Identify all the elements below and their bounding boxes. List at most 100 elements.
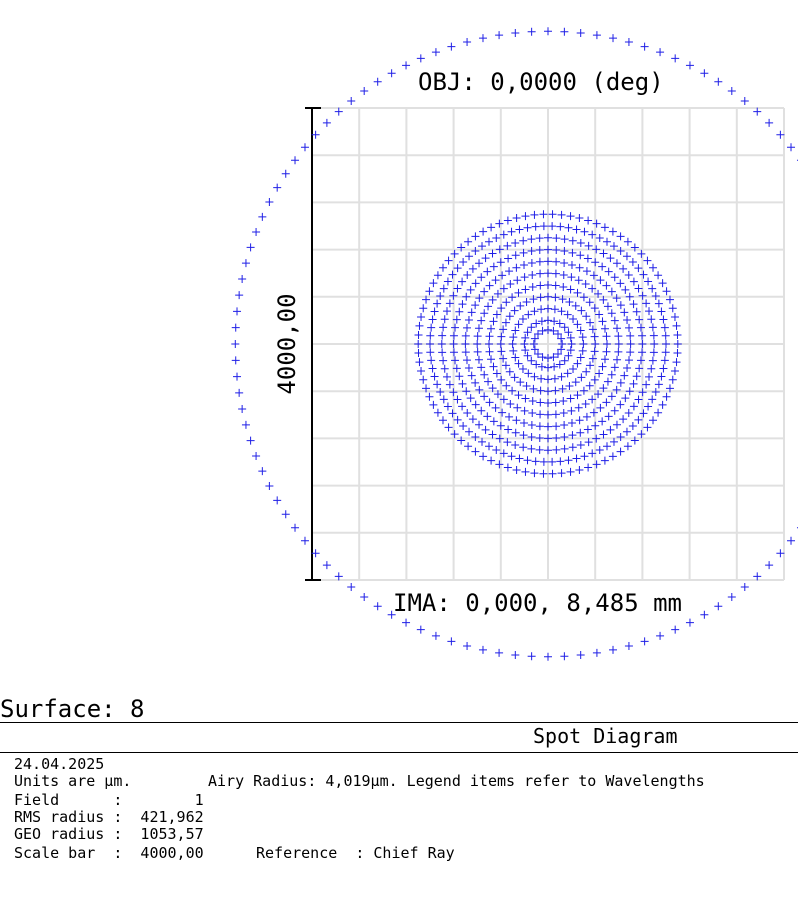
ray-point [544,399,552,407]
ray-point [576,428,585,437]
ray-point [552,245,561,254]
ray-point [471,232,480,241]
ray-point [548,210,557,219]
ray-point [554,329,563,338]
ray-point [449,388,458,397]
ray-point [579,386,588,395]
ray-point [427,356,436,365]
ray-point [563,369,572,378]
info-scale: Scale bar : 4000,00 [14,844,204,862]
ray-point [462,323,471,332]
ray-point [595,310,604,319]
ray-point [464,442,473,451]
ray-point [428,315,437,324]
ray-point [594,390,603,399]
ray-point [238,405,247,414]
ray-point [588,230,597,239]
ray-point [425,287,434,296]
ray-point [642,380,651,389]
ray-point [523,328,532,337]
ray-point [625,387,634,396]
ray-point [512,416,521,425]
ray-point [536,281,545,290]
ray-point [523,351,532,360]
ray-point [440,364,449,373]
ray-point [527,356,536,365]
ray-point [600,355,609,364]
ray-point [537,374,546,383]
ray-point [532,360,541,369]
ray-point [449,348,458,357]
ray-point [582,312,591,321]
ray-point [430,307,439,316]
ray-point [594,289,603,298]
ray-point [563,310,572,319]
ray-point [505,267,514,276]
ray-point [485,442,493,451]
ray-point [511,238,520,247]
ray-point [592,434,601,443]
ray-point [281,169,290,178]
ray-point [464,316,473,325]
ray-point [650,340,659,348]
ray-point [638,340,647,348]
ray-point [648,356,657,365]
ray-point [588,325,597,334]
ray-point [511,650,520,659]
ray-point [492,446,501,455]
ray-point [258,467,267,476]
ray-point [685,618,694,627]
ray-point [520,406,529,415]
ray-point [595,369,604,378]
ray-point [527,247,536,256]
ray-point [787,143,796,152]
ray-point [419,304,428,313]
ray-point [610,363,619,372]
ray-point [417,366,426,375]
ray-point [535,257,544,266]
ray-point [550,305,559,314]
ray-point [544,410,552,419]
ray-point [566,467,575,476]
ray-point [449,340,458,348]
surface-label: Surface: 8 [0,695,145,723]
ray-point [438,331,447,340]
ray-point [483,412,492,421]
ray-point [468,264,477,273]
ray-point [600,223,609,232]
ray-point [557,469,566,478]
ray-point [616,279,625,288]
ray-point [426,340,434,348]
ray-point [429,400,438,409]
ray-point [527,432,536,441]
ray-point [564,456,573,465]
ray-point [527,421,536,430]
ray-point [281,510,290,519]
ray-point [635,364,644,373]
ray-point [436,292,445,301]
ray-point [515,454,524,463]
ray-point [654,408,663,417]
ray-point [727,592,736,601]
ray-point [639,270,648,279]
ray-point [740,583,749,592]
ray-point [453,284,462,293]
ray-point [557,307,566,316]
ray-point [514,391,523,400]
ray-point [753,107,762,116]
ray-point [445,299,454,308]
ray-point [577,373,586,382]
ray-point [448,409,457,418]
ray-point [532,319,541,328]
ray-point [616,400,625,409]
ray-point [612,420,621,429]
ray-point [603,237,611,246]
ray-point [445,380,454,389]
ray-point [439,284,448,293]
ray-point [466,285,475,294]
ray-point [535,245,544,254]
ray-point [489,262,498,271]
ray-point [497,375,506,384]
ray-point [521,467,530,476]
ray-point [576,238,585,247]
